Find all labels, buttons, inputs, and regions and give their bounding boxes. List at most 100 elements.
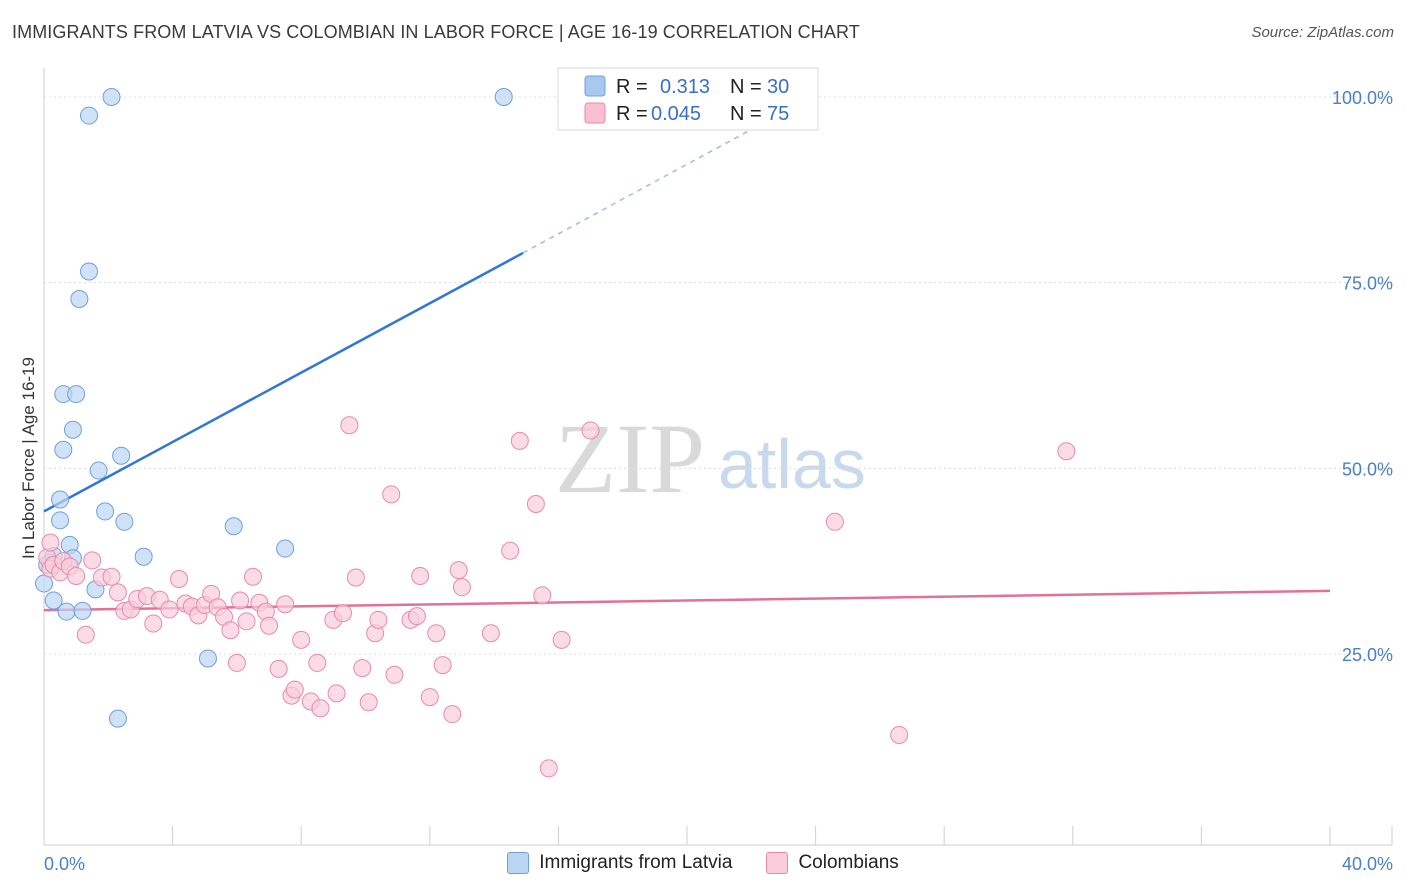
data-point-colombians	[481, 624, 500, 643]
data-point-colombians	[269, 659, 288, 678]
data-point-colombians	[41, 533, 60, 552]
legend-r-label-colombians: R =	[616, 103, 648, 125]
data-point-latvia	[276, 539, 295, 558]
data-point-latvia	[115, 512, 134, 531]
data-point-latvia	[134, 547, 153, 566]
data-point-colombians	[353, 659, 372, 678]
legend-n-value-latvia: 30	[767, 76, 789, 98]
data-point-colombians	[276, 595, 295, 614]
data-point-colombians	[144, 614, 163, 633]
y-tick-label: 100.0%	[1332, 88, 1393, 108]
data-point-colombians	[102, 567, 121, 586]
data-point-latvia	[112, 446, 131, 465]
data-point-colombians	[420, 688, 439, 707]
data-point-colombians	[260, 616, 279, 635]
data-point-colombians	[292, 630, 311, 649]
data-point-colombians	[227, 653, 246, 672]
trend-line-latvia	[43, 251, 524, 513]
data-point-colombians	[231, 591, 250, 610]
data-point-colombians	[581, 421, 600, 440]
data-point-colombians	[533, 586, 552, 605]
data-point-colombians	[311, 699, 330, 718]
data-point-latvia	[80, 262, 99, 281]
data-point-latvia	[73, 601, 92, 620]
legend-r-label-latvia: R =	[616, 76, 648, 98]
series-legend-swatch-colombians	[766, 852, 789, 874]
data-point-latvia	[44, 591, 63, 610]
data-point-colombians	[407, 607, 426, 626]
data-point-colombians	[221, 621, 240, 640]
data-point-colombians	[308, 653, 327, 672]
data-point-colombians	[108, 583, 127, 602]
series-legend: Immigrants from Latvia Colombians	[0, 852, 1406, 874]
x-tick-label: 40.0%	[1342, 854, 1393, 874]
series-legend-label-latvia: Immigrants from Latvia	[539, 852, 733, 873]
data-point-colombians	[83, 551, 102, 570]
data-point-colombians	[382, 485, 401, 504]
data-point-colombians	[890, 725, 909, 744]
y-tick-label: 75.0%	[1342, 274, 1393, 294]
data-point-latvia	[89, 461, 108, 480]
data-point-colombians	[501, 541, 520, 560]
data-point-colombians	[327, 684, 346, 703]
data-point-colombians	[285, 680, 304, 699]
data-point-colombians	[433, 656, 452, 675]
y-tick-labels: 25.0% 50.0% 75.0% 100.0%	[1332, 88, 1393, 665]
data-point-latvia	[35, 574, 53, 593]
data-point-colombians	[552, 630, 571, 649]
data-point-latvia	[57, 602, 76, 621]
data-point-latvia	[494, 88, 513, 106]
watermark-atlas: atlas	[718, 425, 866, 503]
data-point-latvia	[108, 709, 127, 728]
data-point-colombians	[160, 600, 179, 619]
legend-r-value-colombians: 0.045	[651, 103, 701, 125]
series-legend-label-colombians: Colombians	[798, 852, 899, 873]
data-point-colombians	[526, 494, 545, 513]
legend-n-label-colombians: N =	[730, 103, 762, 125]
data-point-latvia	[224, 517, 243, 536]
data-point-colombians	[369, 610, 388, 629]
data-point-colombians	[539, 759, 558, 778]
data-point-colombians	[449, 561, 468, 580]
data-point-latvia	[51, 490, 70, 509]
y-tick-label: 25.0%	[1342, 645, 1393, 665]
data-point-colombians	[510, 431, 529, 450]
data-point-colombians	[443, 705, 462, 724]
series-legend-swatch-latvia	[507, 852, 530, 874]
data-point-latvia	[51, 511, 70, 530]
data-point-latvia	[67, 385, 86, 404]
data-point-colombians	[1057, 442, 1076, 461]
series-legend-item-latvia[interactable]: Immigrants from Latvia	[507, 852, 732, 874]
legend-swatch-latvia	[584, 75, 606, 97]
data-point-colombians	[333, 604, 352, 623]
axes	[43, 68, 1393, 846]
data-points	[35, 88, 1076, 778]
data-point-colombians	[346, 568, 365, 587]
data-point-colombians	[340, 416, 359, 435]
stats-legend: R = 0.313 N = 30 R = 0.045 N = 75	[557, 67, 819, 131]
data-point-latvia	[70, 290, 89, 309]
data-point-colombians	[67, 567, 86, 586]
y-axis-label: In Labor Force | Age 16-19	[19, 357, 38, 559]
y-tick-label: 50.0%	[1342, 459, 1393, 479]
data-point-colombians	[385, 665, 404, 684]
data-point-colombians	[237, 612, 256, 631]
data-point-colombians	[427, 624, 446, 643]
legend-n-label-latvia: N =	[730, 76, 762, 98]
legend-r-value-latvia: 0.313	[660, 76, 710, 98]
series-legend-item-colombians[interactable]: Colombians	[766, 852, 899, 874]
watermark-zip: ZIP	[555, 403, 705, 514]
x-tick-labels: 0.0% 40.0%	[44, 854, 1393, 874]
data-point-colombians	[452, 578, 471, 597]
data-point-latvia	[54, 440, 73, 459]
gridlines	[44, 96, 1392, 655]
legend-n-value-colombians: 75	[767, 103, 789, 125]
data-point-colombians	[359, 693, 378, 712]
x-tick-label: 0.0%	[44, 854, 85, 874]
data-point-latvia	[63, 420, 82, 439]
data-point-latvia	[80, 106, 99, 125]
data-point-colombians	[76, 625, 95, 644]
data-point-latvia	[102, 88, 121, 106]
data-point-colombians	[411, 567, 430, 586]
